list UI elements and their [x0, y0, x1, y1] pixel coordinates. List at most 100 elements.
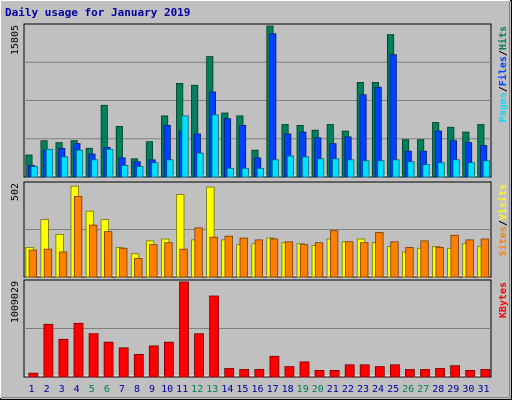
bar-kbytes-day-19 — [299, 361, 310, 378]
bar-kbytes-day-10 — [163, 341, 174, 378]
legend-part: / — [498, 50, 509, 56]
bar-kbytes-day-23 — [359, 364, 370, 378]
bar-pages-day-3 — [61, 156, 69, 178]
x-tick-label-day-25: 25 — [387, 384, 399, 395]
bar-kbytes-day-2 — [43, 323, 54, 378]
x-tick-label-day-17: 17 — [267, 384, 279, 395]
bar-sites-day-13 — [209, 236, 218, 278]
bar-kbytes-day-29 — [450, 365, 461, 378]
bar-kbytes-day-6 — [103, 341, 114, 378]
bar-pages-day-13 — [211, 114, 219, 178]
x-tick-label-day-30: 30 — [462, 384, 474, 395]
x-tick-label-day-2: 2 — [44, 384, 50, 395]
legend-part: / — [498, 86, 509, 92]
bar-sites-day-12 — [194, 227, 203, 278]
x-tick-label-day-8: 8 — [134, 384, 140, 395]
bar-kbytes-day-1 — [28, 372, 39, 378]
bar-pages-day-8 — [136, 166, 144, 178]
x-tick-label-day-26: 26 — [402, 384, 414, 395]
bar-sites-day-17 — [269, 238, 279, 278]
bar-kbytes-day-11 — [179, 281, 189, 378]
legend-part: Sites — [497, 226, 509, 256]
bar-pages-day-10 — [166, 159, 174, 178]
x-tick-label-day-18: 18 — [282, 384, 294, 395]
bar-files-day-25 — [389, 54, 397, 178]
bar-pages-day-14 — [226, 167, 234, 178]
chart-title: Daily usage for January 2019 — [5, 6, 191, 19]
bar-pages-day-2 — [45, 148, 53, 178]
bar-kbytes-day-9 — [148, 345, 159, 378]
bar-kbytes-day-25 — [389, 364, 400, 378]
bar-sites-day-5 — [89, 224, 98, 278]
x-tick-label-day-21: 21 — [327, 384, 339, 395]
bar-sites-day-16 — [254, 239, 264, 278]
y-max-label-kbytes: 1009029 — [10, 281, 21, 323]
bar-kbytes-day-5 — [88, 333, 99, 378]
bar-pages-day-15 — [241, 167, 249, 178]
bar-kbytes-day-30 — [465, 369, 476, 378]
bar-sites-day-9 — [149, 244, 158, 278]
bar-pages-day-4 — [76, 149, 84, 178]
bar-sites-day-15 — [239, 237, 248, 278]
x-tick-label-day-1: 1 — [28, 384, 34, 395]
x-tick-label-day-24: 24 — [372, 384, 384, 395]
bar-sites-day-6 — [104, 231, 113, 278]
bar-sites-day-2 — [43, 248, 53, 278]
x-tick-label-day-20: 20 — [312, 384, 324, 395]
bar-pages-day-24 — [377, 160, 385, 178]
bar-pages-day-26 — [407, 161, 415, 178]
bar-kbytes-day-21 — [329, 369, 340, 378]
x-tick-label-day-6: 6 — [104, 384, 110, 395]
bar-sites-day-27 — [420, 240, 429, 278]
x-tick-label-day-9: 9 — [149, 384, 155, 395]
bar-pages-day-29 — [452, 159, 460, 178]
bar-pages-day-23 — [362, 160, 370, 178]
bar-kbytes-day-7 — [118, 347, 129, 378]
x-tick-label-day-14: 14 — [221, 384, 233, 395]
bar-files-day-17 — [269, 33, 277, 178]
bar-pages-day-9 — [151, 162, 159, 178]
x-tick-label-day-11: 11 — [176, 384, 188, 395]
bar-kbytes-day-22 — [344, 364, 355, 378]
bar-pages-day-21 — [332, 158, 340, 178]
bar-kbytes-day-27 — [420, 369, 430, 378]
bar-sites-day-28 — [435, 246, 444, 278]
bar-pages-day-31 — [482, 160, 490, 178]
y-max-label-visits-sites: 502 — [10, 183, 21, 201]
x-tick-label-day-3: 3 — [59, 384, 65, 395]
bar-sites-day-4 — [73, 195, 83, 278]
bar-sites-day-19 — [299, 244, 309, 278]
bar-pages-day-7 — [121, 165, 129, 178]
bar-pages-day-12 — [196, 152, 204, 178]
bar-pages-day-27 — [422, 164, 430, 178]
bar-kbytes-day-14 — [224, 368, 235, 378]
legend-part: / — [498, 220, 509, 226]
legend-kbytes: KBytes — [498, 282, 509, 318]
bar-pages-day-5 — [91, 159, 99, 178]
legend-visits-sites: Sites/Visits — [497, 184, 509, 256]
bar-sites-day-31 — [480, 238, 490, 278]
legend-hits-files-pages: Pages/Files/Hits — [497, 26, 509, 122]
bar-pages-day-17 — [271, 159, 279, 178]
legend-part: KBytes — [498, 282, 509, 318]
bar-sites-day-11 — [179, 248, 188, 278]
x-tick-label-day-15: 15 — [236, 384, 248, 395]
bar-sites-day-10 — [164, 242, 173, 278]
legend-part: Visits — [497, 184, 509, 220]
bar-kbytes-day-3 — [58, 338, 69, 378]
bar-pages-day-25 — [392, 159, 400, 178]
x-tick-label-day-5: 5 — [89, 384, 95, 395]
bar-kbytes-day-8 — [133, 353, 144, 378]
y-max-label-hits-files-pages: 15805 — [10, 25, 21, 55]
bar-sites-day-25 — [390, 241, 399, 278]
bar-kbytes-day-16 — [254, 369, 265, 378]
x-tick-label-day-10: 10 — [161, 384, 173, 395]
bar-sites-day-20 — [314, 242, 324, 278]
bar-sites-day-1 — [28, 249, 38, 278]
bar-pages-day-20 — [317, 158, 325, 178]
x-tick-label-day-7: 7 — [119, 384, 125, 395]
x-tick-label-day-27: 27 — [417, 384, 429, 395]
bar-kbytes-day-18 — [284, 366, 295, 378]
x-tick-label-day-19: 19 — [297, 384, 309, 395]
x-tick-label-day-16: 16 — [251, 384, 263, 395]
